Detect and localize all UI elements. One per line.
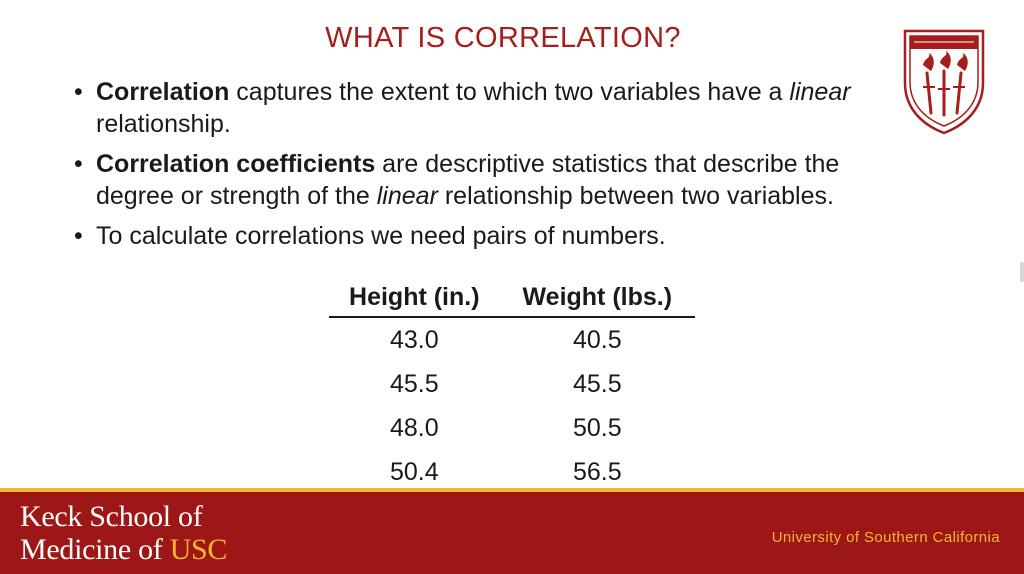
table-row: 48.0 50.5 — [329, 406, 695, 450]
wordmark-usc: USC — [169, 533, 228, 566]
table-row: 50.4 56.5 — [329, 450, 695, 494]
university-name: University of Southern California — [771, 529, 1000, 546]
term-correlation-coefficients: Correlation coefficients — [96, 150, 376, 178]
usc-seal-shield-icon — [903, 29, 985, 135]
emphasis-linear: linear — [376, 182, 438, 210]
bullet-text: captures the extent to which two variabl… — [229, 78, 790, 106]
slide-title: WHAT IS CORRELATION? — [325, 22, 681, 54]
column-header-weight: Weight (lbs.) — [499, 278, 695, 318]
weight-cell: 50.5 — [572, 413, 622, 442]
height-cell: 48.0 — [389, 413, 439, 442]
bullet-correlation-coefficients: • Correlation coefficients are descripti… — [70, 148, 920, 212]
weight-cell: 56.5 — [572, 457, 622, 486]
height-cell: 50.4 — [389, 457, 439, 486]
height-weight-table: Height (in.) Weight (lbs.) 43.0 40.5 45.… — [329, 278, 695, 494]
data-table: Height (in.) Weight (lbs.) 43.0 40.5 45.… — [329, 278, 695, 494]
bullet-text: To calculate correlations we need pairs … — [96, 222, 666, 250]
bullet-list: • Correlation captures the extent to whi… — [70, 76, 920, 260]
column-header-height: Height (in.) — [329, 278, 500, 318]
wordmark-line-2: Medicine of USC — [20, 533, 227, 566]
emphasis-linear: linear — [789, 78, 851, 106]
table-row: 45.5 45.5 — [329, 362, 695, 406]
bullet-text: relationship. — [96, 110, 231, 138]
bullet-glyph: • — [74, 222, 83, 250]
wordmark-medicine: Medicine of — [20, 533, 170, 566]
bullet-correlation-definition: • Correlation captures the extent to whi… — [70, 76, 920, 140]
table-row: 43.0 40.5 — [329, 317, 695, 362]
height-cell: 43.0 — [389, 325, 439, 354]
footer-gold-stripe — [0, 488, 1024, 492]
bullet-pairs-of-numbers: • To calculate correlations we need pair… — [70, 220, 920, 252]
footer-bar: Keck School of Medicine of USC Universit… — [0, 492, 1024, 574]
table-header-row: Height (in.) Weight (lbs.) — [329, 278, 695, 318]
bullet-glyph: • — [74, 150, 83, 178]
keck-school-wordmark: Keck School of Medicine of USC — [20, 500, 227, 566]
bullet-glyph: • — [74, 78, 83, 106]
weight-cell: 40.5 — [572, 325, 622, 354]
weight-cell: 45.5 — [572, 369, 622, 398]
wordmark-line-1: Keck School of — [20, 500, 203, 533]
term-correlation: Correlation — [96, 78, 230, 106]
height-cell: 45.5 — [389, 369, 439, 398]
bullet-text: relationship between two variables. — [437, 182, 834, 210]
slide-edge-mark — [1020, 262, 1024, 282]
bullet-text: are descriptive statistics that describe… — [96, 150, 840, 210]
